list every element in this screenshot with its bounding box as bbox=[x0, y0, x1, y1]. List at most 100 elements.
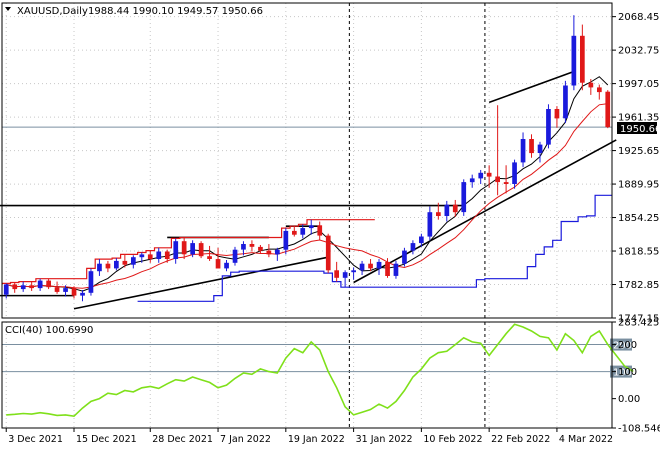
cci-level-200-box bbox=[610, 338, 632, 351]
cci-panel: 200 100 bbox=[2, 323, 634, 418]
candle-body bbox=[308, 225, 314, 229]
candle-body bbox=[181, 241, 187, 255]
indicators bbox=[2, 76, 612, 302]
candle-body bbox=[80, 292, 85, 296]
time-tick-label: 15 Dec 2021 bbox=[76, 434, 137, 445]
trendline-channel-top bbox=[488, 70, 575, 104]
candle-body bbox=[385, 261, 390, 276]
cci-label: CCI(40) 100.6990 bbox=[5, 325, 93, 336]
price-tick-label: 1782.85 bbox=[618, 280, 659, 291]
time-tick-label: 7 Jan 2022 bbox=[220, 434, 271, 445]
candle-body bbox=[597, 87, 602, 93]
candle-body bbox=[258, 246, 263, 251]
price-tick-label: 1961.35 bbox=[618, 113, 659, 124]
ohlc-label: 1988.44 1990.10 1949.57 1950.66 bbox=[88, 6, 263, 17]
price-tick-label: 2068.45 bbox=[618, 12, 659, 23]
candle-body bbox=[300, 228, 306, 235]
trendline-rising-support-2 bbox=[353, 139, 617, 284]
candle-body bbox=[164, 251, 170, 259]
time-tick-label: 22 Feb 2022 bbox=[491, 434, 550, 445]
candle-body bbox=[495, 176, 500, 183]
candle-body bbox=[46, 280, 51, 288]
candle-body bbox=[402, 250, 407, 264]
candle-body bbox=[325, 235, 331, 271]
candle-body bbox=[436, 212, 441, 216]
candle-body bbox=[563, 85, 568, 119]
candle-body bbox=[376, 261, 382, 269]
cci-tick-label: 200 bbox=[618, 340, 637, 351]
candle-body bbox=[266, 250, 272, 255]
trendline-rising-support-1 bbox=[73, 256, 329, 310]
candle-body bbox=[63, 288, 68, 292]
candle-body bbox=[503, 182, 509, 184]
cci-tick-label: -108.5462 bbox=[618, 424, 660, 435]
candle-body bbox=[156, 251, 162, 259]
header: XAUUSD,Daily 1988.44 1990.10 1949.57 195… bbox=[5, 6, 263, 17]
candle-body bbox=[427, 212, 433, 237]
cci-line bbox=[6, 323, 634, 418]
candle-body bbox=[292, 230, 297, 235]
current-price-box bbox=[617, 122, 657, 134]
candle-body bbox=[232, 249, 238, 263]
candle-body bbox=[12, 284, 18, 290]
candle-body bbox=[190, 243, 195, 255]
candle-body bbox=[105, 263, 111, 269]
price-tick-label: 1925.65 bbox=[618, 146, 659, 157]
time-tick-label: 28 Dec 2021 bbox=[152, 434, 213, 445]
candle-body bbox=[461, 182, 467, 213]
candle-body bbox=[54, 287, 60, 292]
dropdown-triangle-icon[interactable] bbox=[5, 7, 11, 11]
candle-body bbox=[122, 260, 128, 265]
resistance-line bbox=[2, 219, 375, 284]
symbol-label: XAUUSD,Daily bbox=[17, 6, 88, 17]
candle-body bbox=[520, 139, 526, 163]
candle-body bbox=[588, 82, 594, 88]
cci-tick-label: 100 bbox=[618, 367, 637, 378]
cci-tick-label: 283.4259 bbox=[618, 318, 660, 329]
candles bbox=[3, 15, 611, 302]
candle-body bbox=[249, 244, 255, 247]
time-tick-label: 4 Mar 2022 bbox=[559, 434, 613, 445]
candle-body bbox=[529, 139, 534, 154]
cci-level-100-label: 100 bbox=[613, 368, 632, 379]
candle-body bbox=[554, 109, 560, 119]
candle-body bbox=[198, 243, 204, 257]
candle-body bbox=[3, 284, 9, 295]
candle-body bbox=[393, 263, 399, 276]
candle-body bbox=[275, 249, 280, 255]
candle-body bbox=[469, 178, 475, 183]
time-tick-label: 19 Jan 2022 bbox=[288, 434, 345, 445]
candle-body bbox=[351, 270, 356, 273]
price-tick-label: 1747.15 bbox=[618, 314, 659, 325]
candle-body bbox=[571, 35, 577, 86]
candle-body bbox=[444, 204, 450, 216]
candle-body bbox=[452, 204, 458, 213]
candle-body bbox=[114, 260, 119, 269]
price-tick-label: 2032.75 bbox=[618, 46, 659, 57]
candle-body bbox=[20, 285, 26, 290]
candle-body bbox=[37, 280, 43, 289]
candle-body bbox=[224, 262, 229, 269]
price-panel-frame bbox=[1, 2, 613, 319]
grid bbox=[2, 3, 612, 428]
candle-body bbox=[410, 243, 416, 251]
candle-body bbox=[88, 271, 94, 293]
candle-body bbox=[139, 254, 145, 258]
candle-body bbox=[419, 236, 424, 244]
candle-body bbox=[486, 172, 492, 177]
candle-body bbox=[580, 35, 585, 83]
candle-body bbox=[334, 270, 339, 278]
price-tick-label: 1818.55 bbox=[618, 247, 659, 258]
candle-body bbox=[207, 256, 212, 259]
candle-body bbox=[512, 162, 517, 184]
candle-body bbox=[241, 244, 246, 250]
candle-body bbox=[317, 225, 323, 236]
support-line bbox=[137, 194, 612, 302]
current-price-label: 1950.66 bbox=[620, 124, 660, 135]
candle-body bbox=[131, 257, 136, 265]
candle-body bbox=[359, 263, 365, 271]
candle-body bbox=[605, 91, 611, 128]
price-tick-label: 1889.95 bbox=[618, 180, 659, 191]
